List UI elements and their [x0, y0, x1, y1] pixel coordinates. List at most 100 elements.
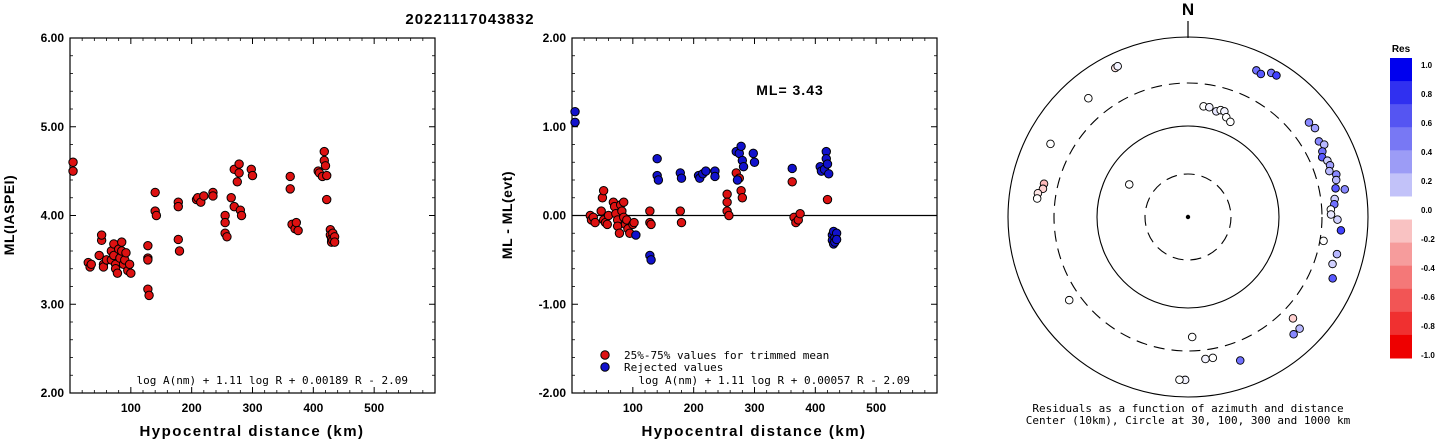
data-point [234, 168, 244, 178]
data-point [319, 146, 329, 157]
data-point [220, 217, 230, 228]
station-point [1336, 226, 1346, 235]
data-point [738, 161, 749, 172]
station-point [1201, 354, 1210, 364]
data-point [602, 219, 612, 230]
colorbar-cell [1390, 242, 1412, 267]
station-point [1325, 166, 1334, 176]
x-tick-label: 200 [182, 401, 202, 415]
legend-marker-rejected [600, 362, 610, 372]
station-point [1175, 375, 1184, 384]
station-point [1326, 210, 1336, 219]
data-point [590, 217, 600, 228]
data-point [629, 217, 639, 228]
station-point [1331, 175, 1341, 185]
data-point [822, 159, 833, 169]
station-point [1340, 185, 1350, 194]
station-point [1295, 324, 1304, 333]
colorbar-cell [1390, 334, 1412, 359]
data-point [68, 157, 78, 167]
data-point [144, 290, 154, 301]
station-point [1084, 94, 1093, 103]
left-xlabel: Hypocentral distance (km) [139, 423, 364, 440]
data-point [710, 171, 720, 182]
data-point [701, 166, 711, 176]
station-point [1272, 71, 1281, 80]
data-point [822, 194, 833, 205]
data-point [570, 117, 580, 128]
polar-caption-line1: Residuals as a function of azimuth and d… [1032, 402, 1343, 415]
data-point [94, 250, 104, 261]
x-tick-label: 300 [242, 401, 262, 415]
station-point [1331, 184, 1340, 193]
data-point [598, 185, 609, 196]
left-ylabel: ML(IASPEI) [1, 175, 17, 255]
data-point [322, 194, 332, 205]
data-point [736, 141, 746, 151]
y-tick-label: -2.00 [539, 386, 567, 400]
left-formula: log A(nm) + 1.11 log R + 0.00189 R - 2.0… [136, 374, 408, 387]
station-point [1332, 249, 1342, 259]
data-point [112, 268, 123, 278]
station-point [1328, 259, 1337, 269]
data-point [68, 166, 78, 176]
data-point [676, 173, 687, 183]
colorbar-tick-label: -1.0 [1421, 351, 1435, 360]
data-point [795, 209, 805, 219]
x-tick-label: 400 [303, 401, 323, 415]
colorbar-tick-label: 0.4 [1421, 148, 1433, 157]
station-point [1226, 117, 1235, 127]
data-point [748, 148, 758, 159]
station-point [1289, 330, 1298, 339]
y-tick-label: 3.00 [41, 297, 65, 311]
data-point [749, 157, 760, 167]
colorbar-cell [1390, 104, 1412, 128]
x-tick-label: 100 [623, 401, 643, 415]
polar-station-points [1032, 61, 1350, 385]
middle-xlabel: Hypocentral distance (km) [641, 423, 866, 440]
data-point [646, 219, 656, 230]
colorbar-tick-label: 0.2 [1421, 177, 1433, 186]
y-tick-label: 1.00 [543, 120, 567, 134]
data-point [199, 191, 209, 201]
data-point [126, 268, 136, 278]
colorbar-cell [1390, 219, 1412, 244]
x-tick-label: 400 [805, 401, 825, 415]
data-point [236, 210, 247, 221]
data-point [234, 159, 244, 169]
data-point [787, 177, 797, 187]
data-point [121, 248, 131, 258]
colorbar-tick-label: -0.6 [1421, 293, 1435, 302]
middle-formula: log A(nm) + 1.11 log R + 0.00057 R - 2.0… [638, 374, 910, 387]
middle-data-points [570, 106, 842, 265]
colorbar-tick-label: -0.4 [1421, 264, 1435, 273]
data-point [173, 234, 183, 245]
x-tick-label: 100 [121, 401, 141, 415]
station-point [1319, 236, 1328, 246]
data-point [722, 197, 732, 207]
data-point [124, 259, 135, 270]
station-point [1205, 103, 1214, 112]
y-tick-label: 5.00 [41, 120, 65, 134]
station-point [1319, 140, 1329, 149]
colorbar-cell [1390, 288, 1412, 313]
data-point [732, 175, 743, 185]
left-panel: 2.00 3.00 4.00 5.00 6.00 100 200 300 400 500 ML(I… [1, 31, 436, 440]
polar-panel: N Residuals as a function of azimuth and… [1007, 0, 1369, 427]
data-point [322, 170, 332, 181]
data-point [226, 193, 236, 203]
data-point [645, 206, 655, 216]
colorbar-cells [1390, 58, 1412, 359]
colorbar: Res 1.0 0.8 0.6 0.4 0.2 0.0 -0.2 -0.4 -0.6 -0.8 -1… [1390, 44, 1435, 360]
data-point [320, 161, 331, 171]
data-point [117, 237, 127, 247]
data-point [646, 255, 656, 265]
left-plot-frame [69, 37, 436, 394]
circle-1000km [1007, 36, 1369, 398]
data-point [619, 197, 629, 207]
data-point [652, 154, 662, 164]
y-tick-label: 2.00 [543, 31, 567, 45]
data-point [222, 232, 232, 242]
legend: 25%-75% values for trimmed mean Rejected… [600, 349, 829, 374]
